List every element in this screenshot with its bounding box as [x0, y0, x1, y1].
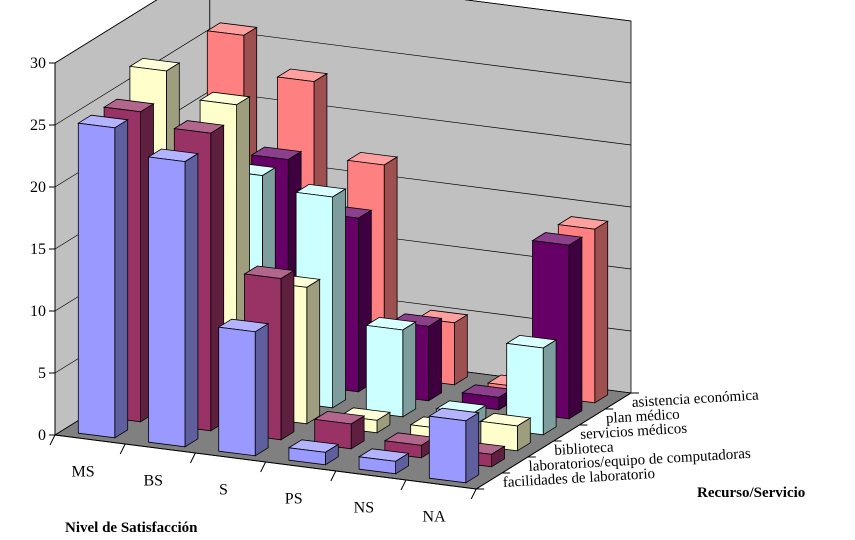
bar-side: [184, 152, 199, 448]
bar: [313, 410, 366, 450]
category-tick: [330, 470, 337, 482]
category-label: S: [219, 482, 228, 499]
bar-side: [453, 314, 468, 386]
bar-front: [218, 326, 256, 457]
bar-side: [254, 323, 269, 457]
value-tick-label: 0: [38, 427, 46, 444]
bar: [217, 318, 270, 457]
category-label: MS: [72, 464, 95, 481]
series-label: servicios médicos: [580, 421, 688, 443]
bar-side: [568, 236, 583, 420]
bar-front: [358, 456, 397, 475]
bar-side: [402, 321, 417, 418]
value-tick-label: 10: [30, 303, 46, 320]
bar-side: [114, 119, 129, 439]
x-axis-title: Nivel de Satisfacción: [65, 520, 198, 536]
value-tick-label: 25: [30, 117, 46, 134]
category-tick: [400, 479, 407, 491]
category-label: BS: [144, 473, 164, 490]
bar: [357, 448, 410, 475]
bar-front: [506, 342, 544, 436]
bar-side: [280, 269, 295, 441]
bar-side: [465, 412, 480, 484]
gridline: [54, 0, 632, 64]
bars: [77, 22, 609, 484]
bar-front: [77, 122, 116, 439]
category-tick: [260, 461, 267, 473]
bar-side: [306, 278, 321, 425]
category-tick: [119, 443, 126, 455]
series-label: asistencia económica: [631, 387, 759, 411]
category-label: NS: [354, 500, 374, 517]
bar: [365, 316, 417, 418]
bar-side: [428, 317, 442, 402]
value-tick-label: 30: [30, 55, 46, 72]
depth-axis-title: Recurso/Servicio: [697, 485, 805, 501]
bar-front: [288, 447, 326, 466]
category-tick: [470, 488, 477, 500]
bar-front: [148, 156, 186, 448]
category-tick: [49, 434, 56, 446]
value-tick-label: 5: [38, 365, 46, 382]
bar-side: [542, 339, 557, 436]
chart-axes: [49, 62, 639, 500]
value-tick-label: 15: [30, 241, 46, 258]
bar-side: [594, 220, 609, 404]
bar-front: [365, 324, 404, 418]
category-label: NA: [423, 509, 447, 526]
bar: [77, 114, 129, 439]
bar: [428, 407, 480, 484]
series-label: plan médico: [606, 407, 681, 427]
bar-front: [480, 420, 518, 452]
bar: [479, 412, 532, 452]
bar: [505, 334, 558, 436]
category-label: PS: [285, 491, 303, 508]
series-label: biblioteca: [554, 439, 614, 458]
bar-front: [428, 415, 467, 484]
bar-side: [332, 188, 346, 409]
bar-front: [314, 418, 352, 450]
category-tick: [189, 452, 196, 464]
bar: [287, 439, 340, 466]
bar: [147, 148, 200, 448]
value-tick-label: 20: [30, 179, 46, 196]
